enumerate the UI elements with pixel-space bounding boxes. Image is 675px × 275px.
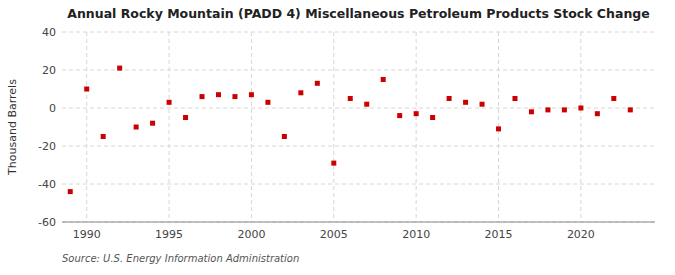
point [447, 96, 452, 101]
tick-labels: -60 -40 -20 0 20 40 1990 1995 2000 2005 2010 2015 20… [38, 26, 595, 241]
y-tick-label: 40 [42, 26, 56, 39]
point [348, 96, 353, 101]
point [150, 121, 155, 126]
x-tick-label: 2000 [237, 228, 265, 241]
y-tick-label: -60 [38, 216, 56, 229]
point [315, 81, 320, 86]
x-tick-label: 2020 [567, 228, 595, 241]
x-grid-line [86, 32, 87, 222]
title: Annual Rocky Mountain (PADD 4) Miscellan… [67, 6, 649, 21]
point [134, 125, 139, 130]
point [331, 161, 336, 166]
point [562, 107, 567, 112]
y-grid-line [62, 32, 655, 33]
x-tick-label: 2005 [320, 228, 348, 241]
points [68, 66, 633, 195]
y-grid-line [62, 184, 655, 185]
point [430, 115, 435, 120]
point [480, 102, 485, 107]
point [101, 134, 106, 139]
y-grid-line [62, 70, 655, 71]
point [529, 109, 534, 114]
x-tick-label: 1990 [73, 228, 101, 241]
x-grid-line [251, 32, 252, 222]
x-tick-label: 2010 [402, 228, 430, 241]
x-grid-line [416, 32, 417, 222]
point [298, 90, 303, 95]
point [200, 94, 205, 99]
point [216, 92, 221, 97]
point [84, 87, 89, 92]
y-tick-label: -40 [38, 178, 56, 191]
x-grid-line [169, 32, 170, 222]
y-grid-line [62, 222, 655, 223]
y-tick-label: -20 [38, 140, 56, 153]
point [512, 96, 517, 101]
x-tick-label: 1995 [155, 228, 183, 241]
point [595, 111, 600, 116]
grid [62, 32, 655, 222]
y-tick-label: 0 [49, 102, 56, 115]
point [183, 115, 188, 120]
point [628, 107, 633, 112]
x-axis-line [62, 222, 655, 223]
point [117, 66, 122, 71]
point [381, 77, 386, 82]
source-note: Source: U.S. Energy Information Administ… [62, 253, 299, 264]
point [414, 111, 419, 116]
point [496, 126, 501, 131]
point [397, 113, 402, 118]
point [232, 94, 237, 99]
point [167, 100, 172, 105]
point [364, 102, 369, 107]
chart-container: -60 -40 -20 0 20 40 1990 1995 2000 2005 2010 2015 20… [0, 0, 675, 275]
point [578, 106, 583, 111]
point [463, 100, 468, 105]
y-axis-label: Thousand Barrels [6, 79, 19, 176]
x-tick-label: 2015 [485, 228, 513, 241]
point [545, 107, 550, 112]
x-grid-line [333, 32, 334, 222]
y-tick-label: 20 [42, 64, 56, 77]
chart: -60 -40 -20 0 20 40 1990 1995 2000 2005 2010 2015 20… [0, 0, 675, 275]
x-grid-line [580, 32, 581, 222]
point [611, 96, 616, 101]
point [68, 189, 73, 194]
y-grid-line [62, 146, 655, 147]
point [265, 100, 270, 105]
point [249, 92, 254, 97]
point [282, 134, 287, 139]
